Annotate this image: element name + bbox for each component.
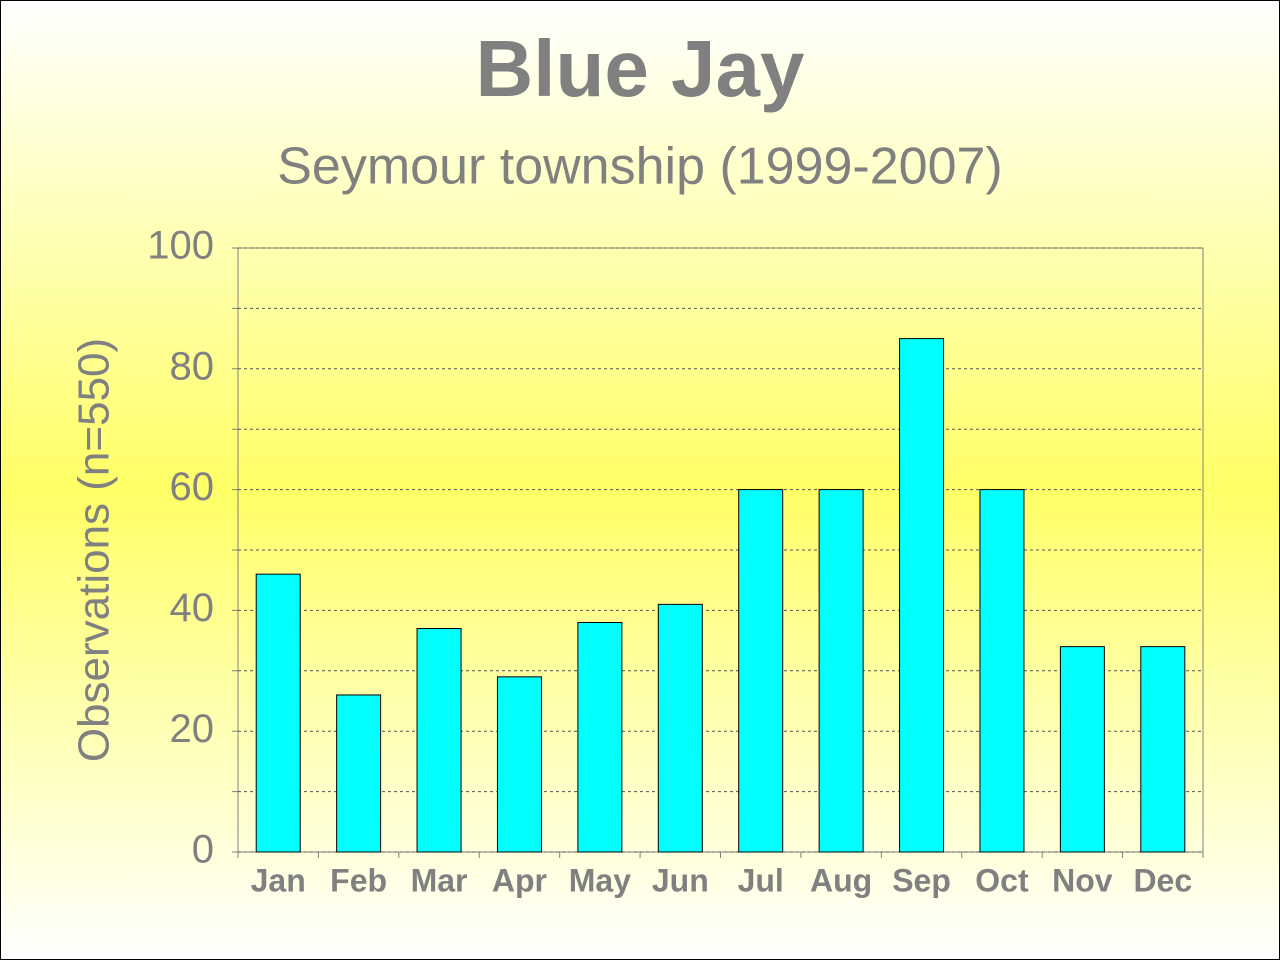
bar (496, 676, 542, 853)
x-tick-label: Feb (330, 862, 387, 898)
x-tick-label: Mar (411, 862, 468, 898)
y-tick-label: 100 (147, 224, 214, 268)
x-tick-label: Jun (652, 862, 709, 898)
bar (416, 628, 462, 853)
bar (1140, 646, 1186, 853)
x-tick-label: Dec (1133, 862, 1192, 898)
bar (979, 489, 1025, 853)
x-tick-label: Aug (810, 862, 872, 898)
chart-subtitle: Seymour township (1999-2007) (277, 138, 1003, 196)
chart-title: Blue Jay (475, 24, 805, 113)
bar (336, 694, 382, 853)
bar (818, 489, 864, 853)
y-tick-label: 0 (192, 828, 214, 872)
bar (899, 338, 945, 853)
x-tick-label: Apr (492, 862, 547, 898)
x-tick-label: Nov (1052, 862, 1113, 898)
bar (1059, 646, 1105, 853)
y-tick-label: 60 (170, 465, 215, 509)
x-tick-label: Oct (975, 862, 1029, 898)
x-tick-label: Jan (251, 862, 306, 898)
bar (738, 489, 784, 853)
y-tick-label: 80 (170, 344, 215, 388)
y-axis-label: Observations (n=550) (70, 338, 119, 762)
x-tick-label: Sep (892, 862, 951, 898)
bar (657, 603, 703, 853)
x-tick-label: Jul (738, 862, 784, 898)
bar (577, 621, 623, 853)
x-tick-label: May (569, 862, 631, 898)
y-tick-label: 40 (170, 586, 215, 630)
bar (255, 573, 301, 853)
y-tick-label: 20 (170, 707, 215, 751)
